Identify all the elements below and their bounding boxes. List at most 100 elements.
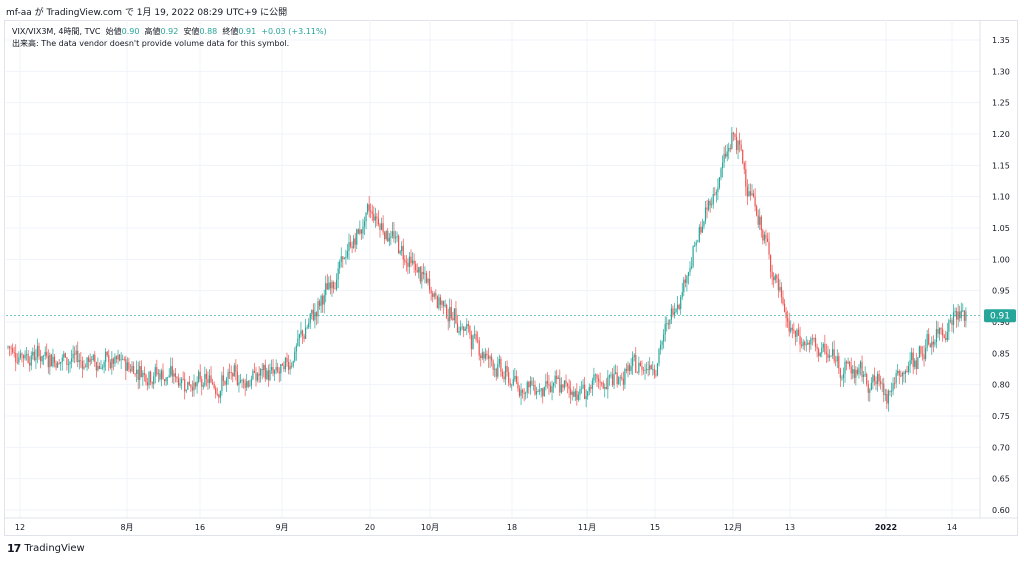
candle-body — [376, 216, 378, 219]
candle-body — [863, 374, 865, 377]
candle-body — [328, 282, 330, 290]
x-tick-label: 14 — [947, 523, 957, 532]
candle-body — [101, 367, 104, 369]
candle-body — [876, 373, 879, 385]
candle-body — [171, 366, 173, 377]
candle-body — [892, 383, 894, 391]
candle-body — [374, 216, 376, 221]
candle-body — [356, 229, 358, 245]
candle-body — [766, 238, 769, 242]
candle-body — [690, 266, 693, 269]
candle-body — [535, 391, 538, 395]
candle-body — [354, 238, 356, 245]
candle-body — [320, 295, 322, 306]
candle-body — [599, 381, 601, 383]
candle-body — [897, 370, 899, 374]
candle-body — [954, 311, 956, 313]
candle-body — [587, 391, 589, 397]
candle-body — [270, 367, 273, 371]
y-tick-label: 1.05 — [992, 224, 1010, 233]
candle-body — [92, 354, 94, 361]
candle-body — [721, 162, 724, 169]
candle-body — [266, 370, 268, 379]
candle-body — [165, 377, 167, 382]
tradingview-brand[interactable]: 17 TradingView — [7, 542, 85, 555]
candle-body — [484, 353, 486, 359]
candle-body — [212, 382, 214, 384]
candle-body — [765, 234, 767, 239]
candle-body — [424, 273, 426, 275]
candle-body — [202, 385, 204, 387]
candle-body — [495, 368, 497, 377]
candle-body — [925, 348, 927, 360]
candle-body — [856, 369, 858, 374]
candle-body — [221, 375, 223, 392]
candle-body — [503, 376, 505, 380]
y-tick-label: 0.60 — [992, 506, 1010, 515]
candle-body — [83, 366, 85, 369]
candle-body — [188, 381, 190, 385]
candle-body — [934, 342, 936, 345]
candle-body — [213, 383, 215, 389]
candle-body — [551, 386, 553, 393]
candle-body — [756, 206, 758, 216]
candle-body — [52, 356, 54, 367]
candle-body — [509, 382, 511, 386]
candle-body — [349, 242, 352, 247]
candle-body — [577, 394, 579, 400]
y-tick-label: 0.70 — [992, 443, 1010, 452]
candle-body — [120, 359, 122, 361]
candle-body — [332, 282, 335, 289]
candle-body — [447, 317, 449, 322]
legend-symbol[interactable]: VIX/VIX3M, 4時間, TVC — [12, 27, 101, 36]
candle-body — [726, 151, 728, 157]
candle-body — [949, 320, 951, 322]
candle-body — [808, 342, 810, 345]
candle-body — [717, 187, 719, 193]
candle-body — [140, 366, 142, 377]
candle-body — [712, 194, 714, 205]
candle-body — [30, 355, 32, 366]
candle-body — [670, 308, 672, 320]
candle-body — [523, 392, 525, 394]
candle-body — [292, 360, 294, 367]
candle-body — [604, 387, 606, 389]
publish-line: mf-aa が TradingView.com で 1月 19, 2022 08… — [6, 8, 288, 18]
candle-body — [239, 380, 242, 383]
candle-body — [622, 378, 624, 385]
candle-body — [677, 304, 679, 309]
candle-body — [759, 216, 761, 225]
legend-close-value: 0.91 — [238, 27, 257, 36]
candle-body — [390, 236, 392, 238]
candle-body — [723, 153, 725, 163]
candle-body — [22, 355, 25, 359]
candle-body — [111, 358, 113, 369]
candle-body — [797, 329, 800, 336]
candle-body — [145, 374, 147, 383]
candle-body — [35, 357, 37, 361]
candle-body — [870, 382, 872, 390]
candle-body — [97, 366, 99, 371]
legend-close-label: 終値 — [222, 27, 239, 36]
x-tick-label: 20 — [365, 523, 375, 532]
candle-body — [95, 362, 97, 371]
candle-body — [470, 334, 473, 350]
candle-body — [253, 370, 256, 373]
legend-low-label: 安値 — [183, 27, 200, 36]
candle-body — [27, 354, 29, 363]
legend-change: +0.03 (+3.11%) — [261, 27, 327, 36]
candle-body — [250, 378, 252, 386]
candle-body — [360, 229, 362, 234]
candle-body — [81, 361, 83, 369]
candle-body — [326, 283, 328, 290]
candle-body — [785, 312, 787, 319]
candle-body — [963, 310, 965, 321]
candle-body — [889, 390, 891, 392]
candle-body — [788, 321, 790, 332]
candle-body — [737, 140, 739, 151]
candle-body — [873, 375, 876, 382]
candle-body — [294, 351, 296, 361]
candle-body — [336, 279, 338, 290]
candle-body — [680, 297, 682, 309]
